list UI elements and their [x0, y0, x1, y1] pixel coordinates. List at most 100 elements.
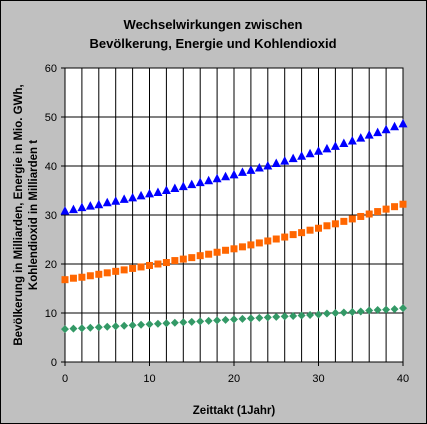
y-tick-label: 50 — [45, 112, 57, 124]
triangle-marker — [136, 190, 146, 200]
triangle-marker — [111, 196, 121, 205]
diamond-marker — [120, 321, 129, 330]
triangle-marker — [356, 133, 366, 142]
diamond-marker — [69, 324, 78, 333]
triangle-marker — [364, 130, 374, 139]
y-tick-label: 20 — [45, 259, 57, 271]
diamond-marker — [111, 322, 120, 331]
triangle-marker — [271, 158, 281, 168]
chart-title-line-2: Bevölkerung, Energie und Kohlendioxid — [89, 36, 336, 51]
diamond-marker — [280, 312, 289, 321]
triangle-marker — [128, 192, 138, 202]
y-tick-label: 0 — [51, 357, 57, 369]
triangle-marker — [237, 167, 247, 176]
diamond-marker — [246, 314, 255, 323]
square-marker — [179, 255, 187, 263]
diamond-marker — [339, 308, 348, 317]
diamond-marker — [314, 310, 323, 319]
series-triangle — [60, 118, 408, 215]
diamond-marker — [128, 321, 137, 330]
square-marker — [298, 229, 306, 237]
triangle-marker — [212, 173, 222, 183]
square-marker — [78, 273, 86, 281]
y-axis-tick-labels: 0 10 20 30 40 50 60 — [45, 63, 65, 369]
square-marker — [205, 250, 213, 258]
diamond-marker — [356, 307, 365, 316]
square-marker — [171, 257, 179, 265]
triangle-marker — [381, 124, 391, 134]
diamond-marker — [322, 309, 331, 318]
diamond-marker — [137, 320, 146, 329]
chart-title-line-1: Wechselwirkungen zwischen — [124, 17, 303, 32]
square-marker — [255, 239, 263, 247]
square-marker — [137, 263, 145, 271]
square-marker — [323, 222, 331, 230]
diamond-marker — [153, 319, 162, 328]
diamond-marker — [145, 320, 154, 329]
y-tick-label: 60 — [45, 63, 57, 75]
square-marker — [382, 205, 390, 213]
triangle-marker — [373, 127, 383, 137]
x-axis-tick-labels: 0 10 20 30 40 — [62, 362, 409, 385]
triangle-marker — [77, 202, 87, 212]
y-axis-label-line-2: Kohlendioxid in Milliarden t — [28, 140, 40, 290]
triangle-marker — [229, 169, 239, 179]
diamond-marker — [255, 313, 264, 322]
diamond-marker — [77, 324, 86, 333]
triangle-marker — [347, 136, 357, 145]
diamond-marker — [179, 318, 188, 327]
y-axis-label: Bevölkerung in Milliarden, Energie in Mi… — [13, 84, 40, 345]
series-diamond — [61, 304, 407, 334]
square-marker — [331, 220, 339, 228]
triangle-marker — [390, 121, 400, 131]
diamond-marker — [170, 318, 179, 327]
square-marker — [146, 261, 153, 269]
diamond-marker — [382, 305, 391, 314]
square-marker — [247, 241, 255, 249]
square-marker — [162, 259, 170, 267]
triangle-marker — [330, 141, 340, 150]
square-marker — [281, 233, 289, 241]
x-tick-label: 10 — [143, 373, 155, 385]
diamond-marker — [272, 312, 281, 321]
diamond-marker — [94, 323, 103, 332]
triangle-marker — [398, 118, 408, 128]
square-marker — [365, 210, 373, 218]
triangle-marker — [305, 148, 315, 158]
square-marker — [112, 267, 120, 275]
diamond-marker — [162, 319, 171, 328]
diamond-marker — [348, 308, 357, 317]
triangle-marker — [288, 153, 298, 163]
diamond-marker — [238, 314, 247, 323]
x-axis-label: Zeittakt (1Jahr) — [193, 405, 276, 417]
square-marker — [230, 245, 238, 253]
triangle-marker — [153, 187, 163, 196]
diamond-marker — [221, 315, 230, 324]
square-marker — [238, 243, 246, 251]
square-marker — [222, 246, 230, 254]
square-marker — [348, 215, 356, 223]
triangle-marker — [187, 179, 197, 189]
square-marker — [69, 274, 77, 282]
diamond-marker — [103, 322, 112, 331]
x-tick-label: 30 — [312, 373, 324, 385]
triangle-marker — [161, 185, 171, 194]
y-tick-label: 30 — [45, 210, 57, 222]
triangle-marker — [60, 206, 70, 215]
triangle-marker — [280, 156, 290, 165]
diamond-marker — [187, 317, 196, 326]
y-axis-label-line-1: Bevölkerung in Milliarden, Energie in Mi… — [13, 84, 25, 345]
diamond-marker — [230, 315, 238, 324]
square-marker — [154, 260, 162, 268]
diamond-marker — [373, 306, 382, 315]
square-marker — [120, 266, 128, 274]
triangle-marker — [68, 204, 78, 214]
x-tick-label: 40 — [397, 373, 409, 385]
triangle-marker — [195, 177, 205, 187]
diamond-marker — [86, 323, 95, 332]
diamond-marker — [204, 316, 213, 325]
square-marker — [357, 212, 365, 220]
diamond-marker — [213, 316, 222, 325]
